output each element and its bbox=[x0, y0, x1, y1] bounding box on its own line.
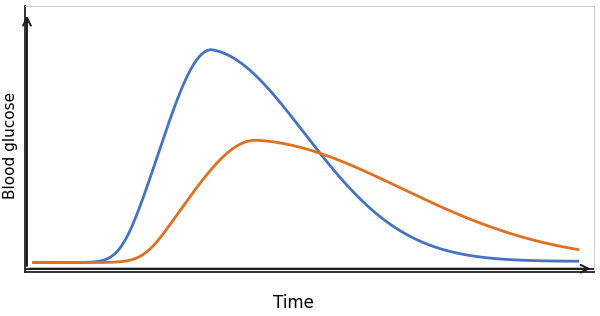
Text: Time: Time bbox=[273, 295, 314, 313]
Text: Blood glucose: Blood glucose bbox=[3, 92, 18, 199]
